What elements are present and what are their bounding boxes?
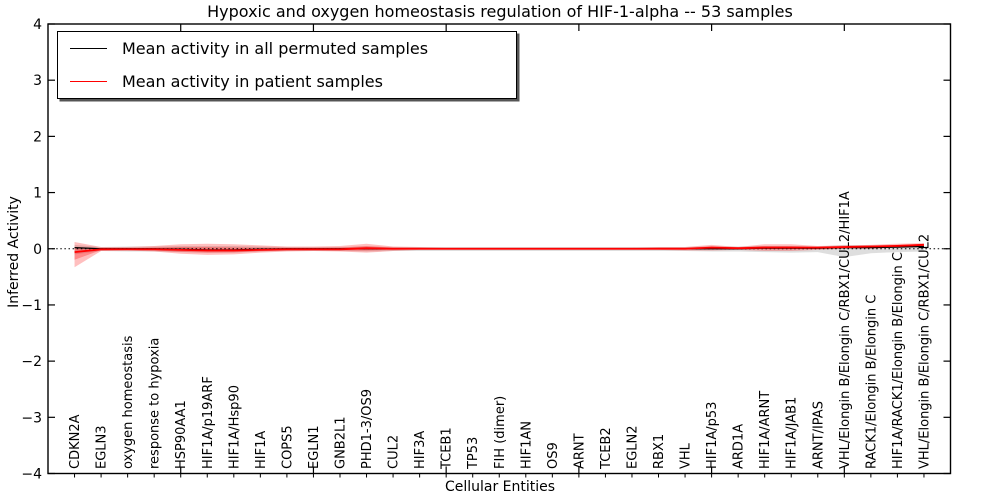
x-tick-label: VHL <box>679 442 694 469</box>
x-tick-label: HIF1A/RACK1/Elongin B/Elongin C <box>891 252 906 469</box>
x-tick-label: response to hypoxia <box>148 338 163 469</box>
x-tick-label: COPS5 <box>280 425 295 469</box>
x-tick-label: HIF1A/p53 <box>705 402 720 469</box>
x-tick-label: ARD1A <box>732 424 747 469</box>
x-tick-label: CDKN2A <box>68 414 83 469</box>
x-tick-label: VHL/Elongin B/Elongin C/RBX1/CUL2 <box>917 234 932 469</box>
x-tick-label: HIF1AN <box>519 421 534 469</box>
legend-line-sample-red <box>70 81 107 82</box>
x-tick-label: HIF3A <box>413 431 428 469</box>
x-tick-label: TCEB1 <box>440 427 455 470</box>
x-tick-label: EGLN1 <box>307 425 322 469</box>
legend-line-sample-black <box>70 48 107 49</box>
x-tick-label: TP53 <box>466 437 481 470</box>
x-tick-label: PHD1-3/OS9 <box>360 389 375 469</box>
x-tick-labels: CDKN2A EGLN3 oxygen homeostasis response to… <box>68 191 932 470</box>
x-tick-label: oxygen homeostasis <box>121 335 136 469</box>
x-tick-label: GNB2L1 <box>333 416 348 469</box>
y-tick-label: −1 <box>21 298 42 314</box>
x-tick-label: HIF1A/ARNT <box>758 391 773 469</box>
band-patient-samples-range <box>74 242 924 268</box>
x-tick-label: EGLN3 <box>95 425 110 469</box>
x-tick-label: TCEB2 <box>599 427 614 470</box>
x-tick-label: HIF1A <box>254 431 269 469</box>
x-tick-label: OS9 <box>546 442 561 469</box>
x-tick-label: RACK1/Elongin B/Elongin C <box>864 295 879 469</box>
y-axis-title-text: Inferred Activity <box>6 196 22 308</box>
x-major-ticks <box>180 24 845 474</box>
x-tick-label: VHL/Elongin B/Elongin C/RBX1/CUL2/HIF1A <box>838 191 853 469</box>
legend-entry-patient: Mean activity in patient samples <box>58 65 516 98</box>
x-tick-label: HIF1A/Hsp90 <box>227 385 242 469</box>
x-tick-label: EGLN2 <box>625 425 640 469</box>
x-tick-label: CUL2 <box>387 435 402 469</box>
x-axis-title: Cellular Entities <box>444 479 556 495</box>
legend-label: Mean activity in all permuted samples <box>122 39 429 58</box>
chart-title: Hypoxic and oxygen homeostasis regulatio… <box>207 2 793 21</box>
legend-entry-permuted: Mean activity in all permuted samples <box>58 32 516 65</box>
x-tick-label: HIF1A/JAB1 <box>785 397 800 469</box>
x-tick-label: HIF1A/p19ARF <box>201 376 216 469</box>
y-tick-label: −3 <box>21 410 42 426</box>
legend-label: Mean activity in patient samples <box>122 72 383 91</box>
y-tick-label: 1 <box>33 186 42 202</box>
y-tick-label: 3 <box>33 73 42 89</box>
y-tick-labels: −4 −3 −2 −1 0 1 2 3 4 <box>21 17 42 483</box>
legend-box: Mean activity in all permuted samples Me… <box>57 31 517 99</box>
y-tick-label: 0 <box>33 242 42 258</box>
x-entity-ticks <box>74 473 925 478</box>
x-tick-label: HSP90AA1 <box>174 400 189 469</box>
x-tick-label: ARNT/IPAS <box>811 401 826 469</box>
y-tick-label: −2 <box>21 354 42 370</box>
y-tick-label: −4 <box>21 467 42 483</box>
y-ticks <box>48 23 951 475</box>
y-tick-label: 2 <box>33 129 42 145</box>
y-tick-label: 4 <box>33 17 42 33</box>
x-tick-label: FIH (dimer) <box>493 396 508 469</box>
x-tick-label: ARNT <box>572 433 587 469</box>
line-patient-mean <box>74 243 924 254</box>
x-tick-label: RBX1 <box>652 434 667 469</box>
